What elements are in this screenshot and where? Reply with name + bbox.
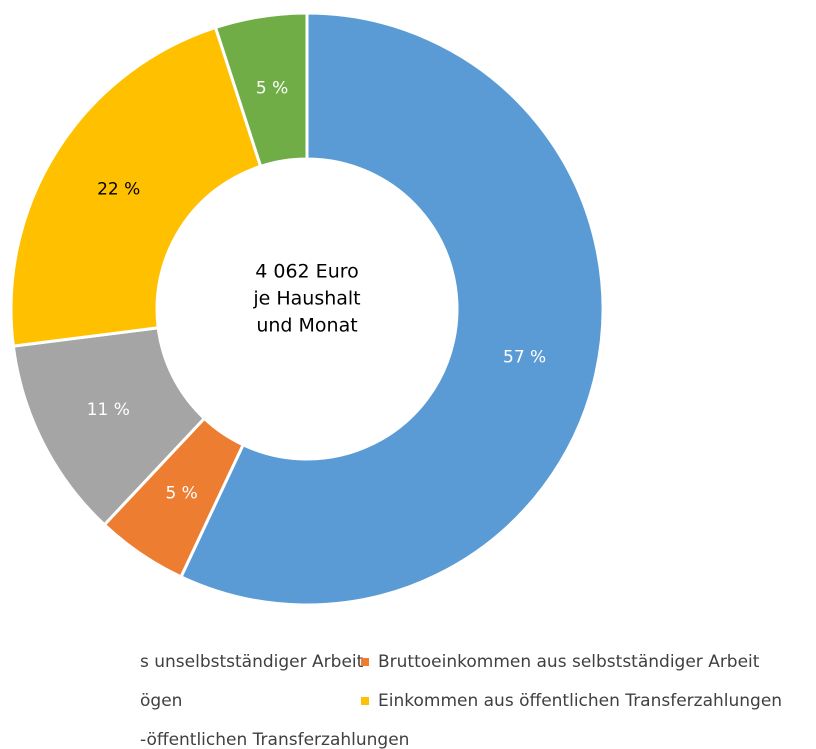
legend-label: -öffentlichen Transferzahlungen <box>140 730 409 749</box>
donut-slice <box>178 11 605 607</box>
data-label: 22 % <box>97 180 140 200</box>
data-label: 5 % <box>165 483 197 503</box>
donut-slice <box>213 11 309 169</box>
legend-marker <box>361 658 369 666</box>
legend-label: s unselbstständiger Arbeit <box>140 652 364 672</box>
center-label: je Haushalt <box>252 288 360 310</box>
data-label: 11 % <box>87 400 130 420</box>
legend-label: Bruttoeinkommen aus selbstständiger Arbe… <box>378 652 760 672</box>
legend-marker <box>361 697 369 705</box>
donut-slice <box>9 25 263 348</box>
center-label: und Monat <box>256 315 357 337</box>
data-label: 5 % <box>256 79 288 99</box>
center-label: 4 062 Euro <box>255 261 359 283</box>
data-label: 57 % <box>503 348 546 368</box>
legend-label: ögen <box>140 691 182 711</box>
legend-label: Einkommen aus öffentlichen Transferzahlu… <box>378 691 782 711</box>
